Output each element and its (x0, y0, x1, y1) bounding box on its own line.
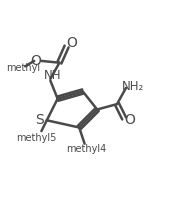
Text: methyl5: methyl5 (16, 133, 56, 143)
Text: O: O (31, 54, 41, 68)
Text: methyl4: methyl4 (66, 144, 107, 154)
Text: S: S (35, 113, 44, 127)
Text: methyl: methyl (6, 63, 40, 73)
Text: NH₂: NH₂ (122, 79, 144, 93)
Text: O: O (67, 36, 77, 50)
Text: O: O (124, 113, 135, 127)
Text: NH: NH (43, 69, 61, 82)
